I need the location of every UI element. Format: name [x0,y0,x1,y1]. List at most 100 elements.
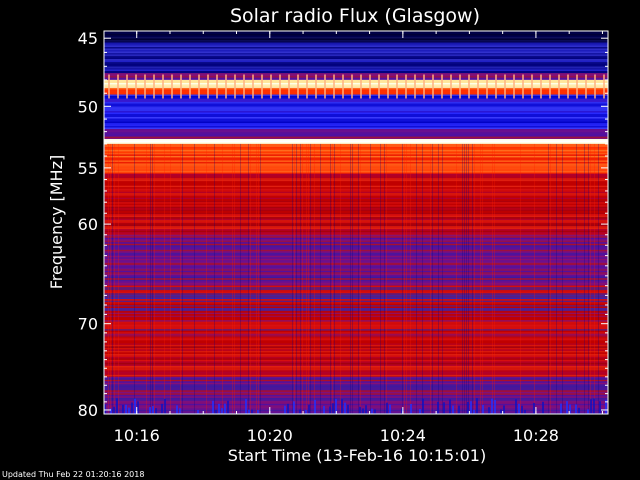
band-line [104,309,608,312]
band-line [104,305,608,307]
interference-tick [369,74,371,99]
band-line [104,315,608,318]
speckle [125,404,127,414]
band-line [104,226,608,228]
interference-tick [351,74,353,99]
band-line [104,136,608,139]
band-line [104,79,608,81]
spectral-band [104,173,608,236]
band-line [104,365,608,368]
band-line [104,140,608,143]
interference-tick [189,74,191,99]
band-line [104,382,608,385]
band-line [104,390,608,392]
time-streak [232,143,233,414]
band-line [104,94,608,97]
interference-tick [288,74,290,99]
y-tick-label: 55 [78,159,98,178]
time-streak [340,143,341,414]
time-streak [222,143,223,414]
speckle [284,405,286,414]
interference-tick [423,74,425,99]
interference-tick [378,74,380,99]
band-line [104,335,608,337]
time-streak [296,143,297,414]
band-line [104,44,608,46]
speckle [305,409,307,414]
spectral-band [104,42,608,75]
band-line [104,73,608,75]
band-line [104,40,608,42]
speckle [164,398,166,414]
speckle [152,406,154,414]
band-line [104,123,608,125]
interference-tick [342,74,344,99]
speckle [488,407,490,414]
band-line [104,154,608,156]
interference-tick [405,74,407,99]
speckle [341,399,343,414]
band-line [104,109,608,112]
interference-tick [576,74,578,99]
band-line [104,77,608,80]
band-line [104,320,608,322]
band-line [104,161,608,164]
time-streak [384,143,385,414]
time-streak [118,143,119,414]
interference-tick [513,74,515,99]
band-line [104,53,608,55]
band-line [104,368,608,371]
band-line [104,164,608,167]
speckle [521,405,523,414]
band-line [104,308,608,310]
band-line [104,158,608,161]
band-line [104,270,608,273]
time-streak [594,143,595,414]
interference-tick [387,74,389,99]
speckle [122,404,124,414]
time-streak [464,143,465,414]
interference-tick [297,74,299,99]
band-line [104,400,608,403]
band-line [104,341,608,344]
interference-tick [603,74,605,99]
band-line [104,31,608,33]
speckle [419,408,421,414]
interference-tick [531,74,533,99]
time-streak [146,143,147,414]
interference-tick [108,74,110,99]
speckle [605,399,607,414]
band-line [104,182,608,185]
time-streak [456,143,457,414]
band-line [104,127,608,130]
band-line [104,340,608,342]
band-line [104,384,608,386]
interference-tick [468,74,470,99]
band-line [104,321,608,324]
band-line [104,199,608,201]
band-line [104,71,608,73]
speckle [482,404,484,414]
time-streak [320,143,321,414]
band-line [104,303,608,306]
time-streak [314,143,315,414]
time-streak [310,143,311,414]
band-line [104,196,608,198]
band-line [104,115,608,118]
time-streak [334,143,335,414]
band-line [104,173,608,176]
band-line [104,290,608,292]
time-streaks [104,143,599,414]
speckle [437,401,439,414]
time-streak [416,143,417,414]
band-line [104,284,608,286]
time-streak [492,143,493,414]
band-line [104,32,608,34]
band-line [104,267,608,270]
interference-tick [306,74,308,99]
speckle [593,398,595,414]
speckle [287,403,289,414]
time-streak [306,143,307,414]
band-line [104,326,608,328]
speckle [131,402,133,414]
